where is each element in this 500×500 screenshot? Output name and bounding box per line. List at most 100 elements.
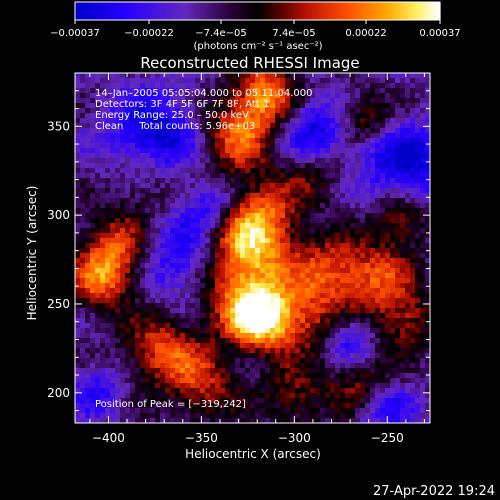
heatmap-cell <box>195 348 201 354</box>
heatmap-cell <box>170 238 176 244</box>
heatmap-cell <box>185 263 191 269</box>
heatmap-cell <box>270 198 276 204</box>
heatmap-cell <box>250 313 256 319</box>
heatmap-cell <box>385 393 391 399</box>
heatmap-cell <box>235 138 241 144</box>
heatmap-cell <box>280 398 286 404</box>
heatmap-cell <box>300 123 306 129</box>
heatmap-cell <box>265 368 271 374</box>
heatmap-cell <box>305 158 311 164</box>
heatmap-cell <box>400 273 406 279</box>
heatmap-cell <box>315 313 321 319</box>
heatmap-cell <box>85 298 91 304</box>
heatmap-cell <box>290 208 296 214</box>
heatmap-cell <box>135 263 141 269</box>
heatmap-cell <box>255 313 261 319</box>
heatmap-cell <box>125 303 131 309</box>
heatmap-cell <box>110 123 116 129</box>
heatmap-cell <box>320 358 326 364</box>
heatmap-cell <box>165 393 171 399</box>
heatmap-cell <box>355 123 361 129</box>
heatmap-cell <box>260 153 266 159</box>
heatmap-cell <box>315 353 321 359</box>
heatmap-cell <box>185 208 191 214</box>
heatmap-cell <box>420 108 426 114</box>
heatmap-cell <box>410 353 416 359</box>
heatmap-cell <box>175 198 181 204</box>
heatmap-cell <box>365 103 371 109</box>
heatmap-cell <box>205 348 211 354</box>
heatmap-cell <box>185 123 191 129</box>
heatmap-cell <box>300 298 306 304</box>
heatmap-cell <box>85 283 91 289</box>
heatmap-cell <box>160 308 166 314</box>
heatmap-cell <box>105 398 111 404</box>
heatmap-cell <box>115 408 121 414</box>
heatmap-cell <box>405 248 411 254</box>
heatmap-cell <box>90 103 96 109</box>
heatmap-cell <box>305 218 311 224</box>
heatmap-cell <box>350 223 356 229</box>
heatmap-cell <box>285 258 291 264</box>
heatmap-cell <box>365 323 371 329</box>
heatmap-cell <box>90 223 96 229</box>
heatmap-cell <box>165 198 171 204</box>
heatmap-cell <box>345 243 351 249</box>
heatmap-cell <box>235 248 241 254</box>
heatmap-cell <box>360 313 366 319</box>
heatmap-cell <box>160 353 166 359</box>
heatmap-cell <box>215 178 221 184</box>
heatmap-cell <box>155 398 161 404</box>
heatmap-cell <box>135 368 141 374</box>
heatmap-cell <box>90 353 96 359</box>
heatmap-cell <box>200 263 206 269</box>
heatmap-cell <box>180 143 186 149</box>
heatmap-cell <box>410 183 416 189</box>
heatmap-cell <box>250 233 256 239</box>
heatmap-cell <box>215 163 221 169</box>
heatmap-cell <box>205 258 211 264</box>
heatmap-cell <box>180 248 186 254</box>
heatmap-cell <box>330 73 336 79</box>
heatmap-cell <box>145 183 151 189</box>
heatmap-cell <box>295 208 301 214</box>
heatmap-cell <box>305 383 311 389</box>
heatmap-cell <box>305 268 311 274</box>
heatmap-cell <box>275 303 281 309</box>
heatmap-cell <box>210 398 216 404</box>
heatmap-cell <box>395 263 401 269</box>
heatmap-cell <box>320 248 326 254</box>
heatmap-cell <box>195 393 201 399</box>
heatmap-cell <box>335 73 341 79</box>
colorbar-segment <box>339 2 344 20</box>
heatmap-cell <box>310 218 316 224</box>
heatmap-cell <box>360 338 366 344</box>
heatmap-cell <box>280 133 286 139</box>
heatmap-cell <box>390 353 396 359</box>
heatmap-cell <box>255 343 261 349</box>
heatmap-cell <box>260 348 266 354</box>
heatmap-cell <box>230 378 236 384</box>
heatmap-cell <box>255 233 261 239</box>
heatmap-cell <box>195 368 201 374</box>
heatmap-cell <box>95 373 101 379</box>
heatmap-cell <box>310 228 316 234</box>
heatmap-cell <box>140 73 146 79</box>
heatmap-cell <box>335 258 341 264</box>
heatmap-cell <box>115 148 121 154</box>
heatmap-cell <box>155 303 161 309</box>
heatmap-cell <box>305 318 311 324</box>
heatmap-cell <box>225 143 231 149</box>
heatmap-cell <box>315 83 321 89</box>
heatmap-cell <box>115 243 121 249</box>
heatmap-cell <box>95 348 101 354</box>
heatmap-cell <box>305 403 311 409</box>
heatmap-cell <box>300 83 306 89</box>
heatmap-cell <box>120 183 126 189</box>
heatmap-cell <box>245 203 251 209</box>
heatmap-cell <box>375 168 381 174</box>
heatmap-cell <box>420 223 426 229</box>
heatmap-cell <box>115 283 121 289</box>
heatmap-cell <box>310 113 316 119</box>
heatmap-cell <box>390 73 396 79</box>
